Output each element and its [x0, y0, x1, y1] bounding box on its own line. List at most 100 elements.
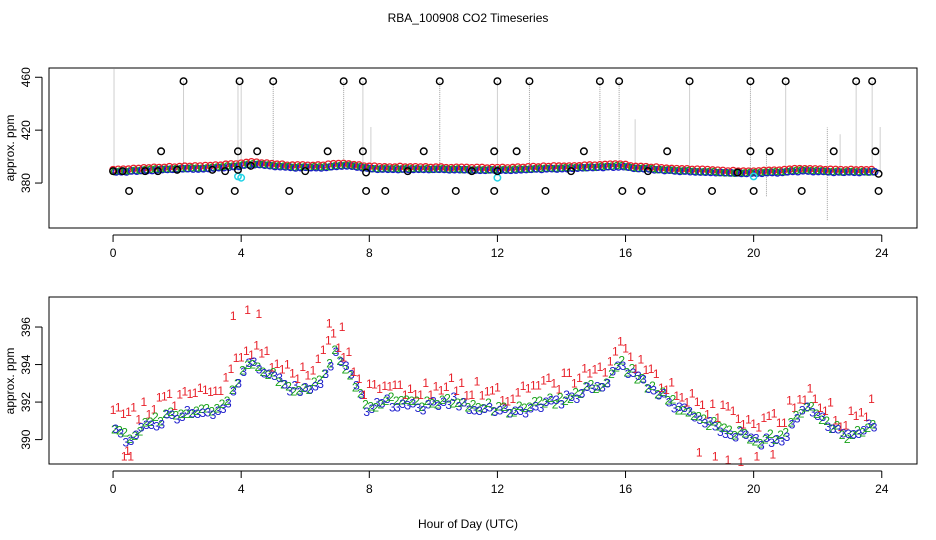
series-1-point: 1 — [499, 393, 506, 407]
black-point — [362, 168, 371, 177]
black-point — [208, 165, 217, 174]
series-1-point: 1 — [289, 366, 296, 380]
black-point — [339, 77, 348, 86]
series-3-point: 3 — [778, 434, 785, 448]
series-1-point: 1 — [566, 366, 573, 380]
top-plot-frame — [48, 67, 918, 229]
black-point — [173, 165, 182, 174]
series-3-point: 3 — [230, 385, 237, 399]
series-3-point: 3 — [676, 400, 683, 414]
series-3-point: 3 — [287, 385, 294, 399]
series-3-point: 3 — [430, 394, 437, 408]
series-3-point: 3 — [164, 408, 171, 422]
series-1-point: 1 — [325, 334, 332, 348]
series-2-point: 2 — [752, 434, 759, 448]
series-3-point: 3 — [686, 405, 693, 419]
series-1-point: 1 — [781, 416, 788, 430]
series-1-point: 1 — [255, 307, 262, 321]
black-point — [451, 186, 460, 195]
series-1-point: 1 — [269, 360, 276, 374]
series-1-point: 1 — [643, 363, 650, 377]
series-2-point: 2 — [572, 386, 579, 400]
black-point — [663, 147, 672, 156]
series-3-point: 3 — [112, 422, 119, 436]
black-point — [269, 77, 278, 86]
series-2-point: 2 — [429, 396, 436, 410]
series-1-point: 1 — [586, 367, 593, 381]
series-3-point: 3 — [604, 377, 611, 391]
series-1-point: 1 — [627, 350, 634, 364]
series-2-point: 2 — [357, 386, 364, 400]
series-2-point: 2 — [388, 390, 395, 404]
series-3-point: 3 — [743, 428, 750, 442]
blue-point — [573, 164, 582, 172]
bottom-data-points: 1231231231231231231231231231231231231231… — [110, 303, 878, 469]
series-2-point: 2 — [557, 390, 564, 404]
series-1-point: 1 — [843, 419, 850, 433]
series-3-point: 3 — [292, 378, 299, 392]
blue-point — [414, 165, 423, 174]
series-1-point: 1 — [176, 388, 183, 402]
series-2-point: 2 — [147, 415, 154, 429]
series-3-point: 3 — [251, 355, 258, 369]
series-1-point: 1 — [284, 357, 291, 371]
series-3-point: 3 — [589, 382, 596, 396]
series-3-point: 3 — [143, 418, 150, 432]
series-3-point: 3 — [768, 436, 775, 450]
series-3-point: 3 — [451, 390, 458, 404]
series-1-point: 1 — [326, 316, 333, 330]
black-point — [493, 77, 502, 86]
series-3-point: 3 — [415, 401, 422, 415]
series-1-point: 1 — [796, 392, 803, 406]
series-2-point: 2 — [526, 400, 533, 414]
series-1-point: 1 — [274, 357, 281, 371]
series-3-point: 3 — [727, 428, 734, 442]
series-3-point: 3 — [722, 427, 729, 441]
series-1-point: 1 — [412, 388, 419, 402]
series-2-point: 2 — [859, 426, 866, 440]
series-1-point: 1 — [689, 386, 696, 400]
series-2-point: 2 — [700, 412, 707, 426]
series-3-point: 3 — [246, 356, 253, 370]
series-2-point: 2 — [131, 429, 138, 443]
blue-point — [445, 165, 454, 174]
blue-point — [850, 168, 859, 177]
black-point — [221, 167, 230, 176]
series-3-point: 3 — [281, 377, 288, 391]
series-1-point: 1 — [494, 381, 501, 395]
black-point — [490, 186, 499, 195]
blue-point — [717, 168, 725, 177]
black-point — [765, 147, 774, 156]
black-point — [708, 186, 717, 195]
series-3-point: 3 — [850, 427, 857, 441]
series-3-point: 3 — [461, 395, 468, 409]
blue-point — [281, 163, 290, 171]
series-3-point: 3 — [763, 431, 770, 445]
blue-point — [286, 163, 295, 172]
series-3-point: 3 — [189, 406, 196, 420]
series-1-point: 1 — [766, 409, 773, 423]
series-3-point: 3 — [369, 402, 376, 416]
series-2-point: 2 — [152, 410, 159, 424]
series-2-point: 2 — [767, 427, 774, 441]
bottom-y-tick-label: 396 — [19, 317, 33, 337]
blue-point — [804, 167, 812, 175]
series-2-point: 2 — [203, 402, 210, 416]
series-3-point: 3 — [215, 404, 222, 418]
black-point — [323, 147, 332, 156]
black-point — [195, 186, 204, 195]
series-1-point: 1 — [612, 345, 619, 359]
top-y-axis: 380 420 460 — [19, 67, 43, 193]
series-1-point: 1 — [397, 378, 404, 392]
series-3-point: 3 — [753, 431, 760, 445]
series-2-point: 2 — [864, 421, 871, 435]
series-2-point: 2 — [567, 392, 574, 406]
series-2-point: 2 — [295, 383, 302, 397]
series-2-point: 2 — [342, 362, 349, 376]
series-2-point: 2 — [459, 396, 466, 410]
blue-point — [271, 162, 279, 171]
series-3-point: 3 — [563, 388, 570, 402]
black-point — [493, 167, 502, 176]
black-point — [637, 186, 646, 195]
